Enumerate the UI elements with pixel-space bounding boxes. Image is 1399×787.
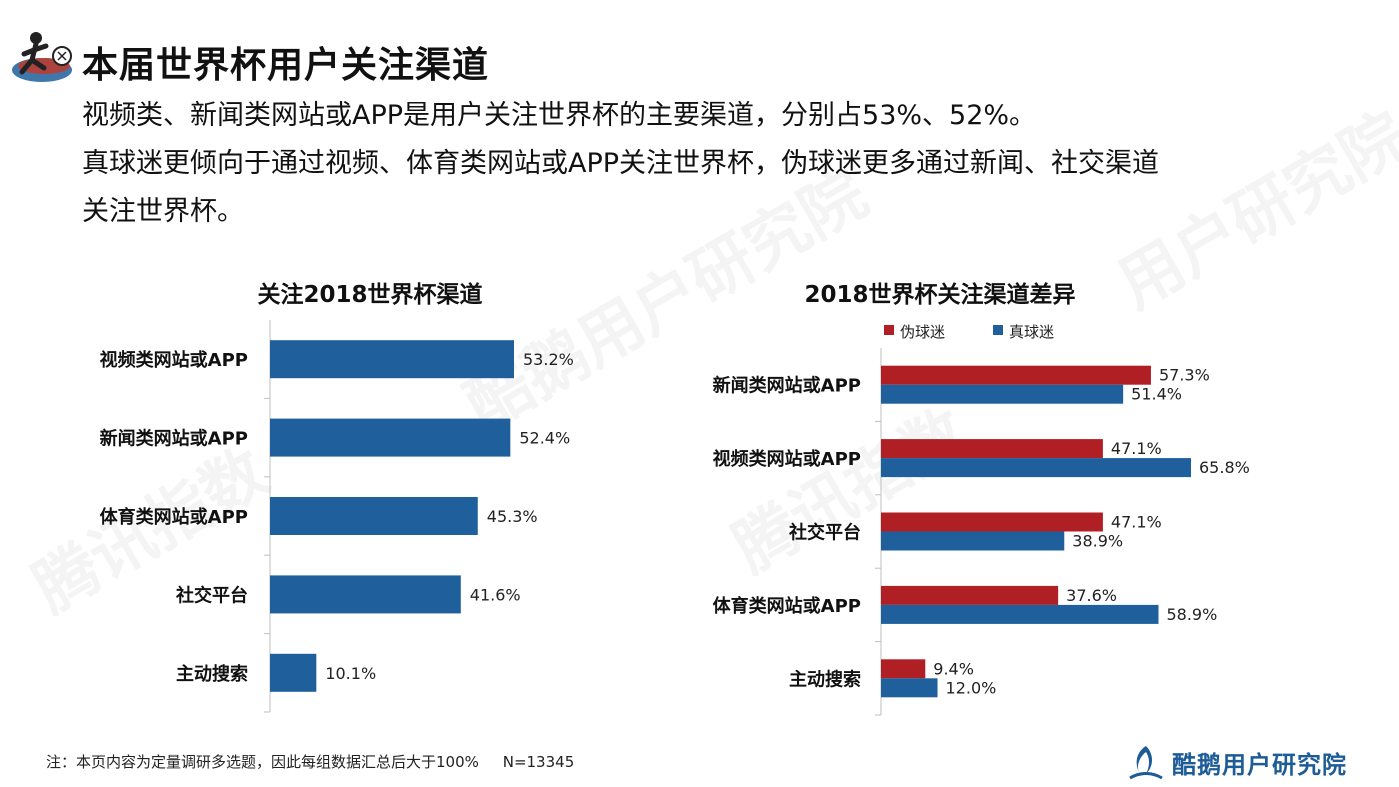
data-label: 12.0%	[946, 678, 997, 697]
bar	[881, 439, 1103, 459]
bar	[881, 365, 1151, 385]
legend-swatch	[993, 325, 1003, 335]
data-label: 9.4%	[933, 659, 974, 678]
category-label: 社交平台	[176, 584, 248, 606]
legend-swatch	[884, 325, 894, 335]
category-label: 新闻类网站或APP	[713, 375, 861, 397]
chart-title-differences: 2018世界杯关注渠道差异	[804, 282, 1076, 308]
brand-name: 酷鹅用户研究院	[1172, 750, 1347, 779]
bar	[881, 585, 1059, 605]
category-label: 视频类网站或APP	[713, 448, 861, 470]
bar	[270, 418, 511, 457]
legend-label: 真球迷	[1009, 323, 1054, 341]
bar	[881, 678, 938, 698]
data-label: 41.6%	[470, 585, 521, 604]
data-label: 10.1%	[325, 664, 376, 683]
bar	[881, 659, 926, 679]
category-label: 主动搜索	[789, 668, 861, 690]
category-label: 视频类网站或APP	[100, 349, 248, 371]
data-label: 58.9%	[1166, 605, 1217, 624]
data-label: 47.1%	[1111, 439, 1162, 458]
bar	[270, 497, 478, 535]
legend-label: 伪球迷	[900, 323, 945, 341]
subtitle-line: 视频类、新闻类网站或APP是用户关注世界杯的主要渠道，分别占53%、52%。	[82, 100, 1037, 131]
category-label: 体育类网站或APP	[100, 506, 248, 528]
data-label: 51.4%	[1131, 385, 1182, 404]
data-label: 52.4%	[519, 429, 570, 448]
data-label: 45.3%	[487, 507, 538, 526]
brand-logo-icon	[1129, 746, 1163, 780]
bar	[270, 653, 317, 692]
data-label: 57.3%	[1159, 366, 1210, 385]
bar	[270, 340, 514, 379]
brand: 酷鹅用户研究院	[1126, 744, 1347, 780]
page-subtitle: 视频类、新闻类网站或APP是用户关注世界杯的主要渠道，分别占53%、52%。 真…	[82, 92, 1372, 236]
bar	[881, 531, 1065, 551]
category-label: 社交平台	[789, 522, 861, 544]
category-label: 主动搜索	[176, 663, 248, 685]
chart-title-channels: 关注2018世界杯渠道	[257, 282, 483, 308]
bar	[881, 604, 1159, 624]
bar	[881, 384, 1124, 404]
data-label: 38.9%	[1072, 532, 1123, 551]
page-title: 本届世界杯用户关注渠道	[82, 45, 490, 86]
subtitle-line: 关注世界杯。	[82, 196, 244, 227]
data-label: 37.6%	[1066, 586, 1117, 605]
data-label: 65.8%	[1199, 458, 1250, 477]
data-label: 53.2%	[523, 350, 574, 369]
bar	[881, 458, 1191, 478]
bar	[881, 512, 1103, 532]
category-label: 新闻类网站或APP	[100, 428, 248, 450]
category-label: 体育类网站或APP	[713, 595, 861, 617]
data-label: 47.1%	[1111, 513, 1162, 532]
bar	[270, 575, 461, 614]
world-cup-logo	[12, 32, 72, 82]
subtitle-line: 真球迷更倾向于通过视频、体育类网站或APP关注世界杯，伪球迷更多通过新闻、社交渠…	[82, 148, 1160, 179]
footnote: 注：本页内容为定量调研多选题，因此每组数据汇总后大于100% N=13345	[46, 753, 575, 771]
